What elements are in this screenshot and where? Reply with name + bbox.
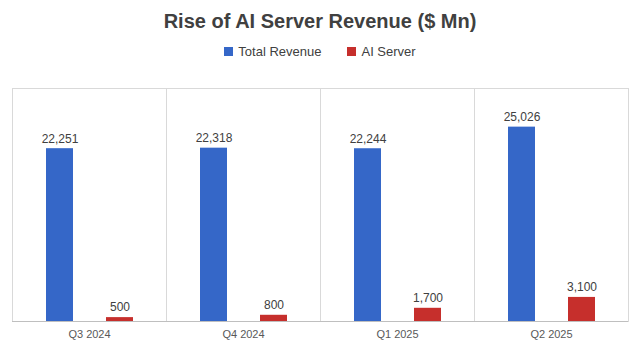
svg-text:22,244: 22,244 xyxy=(350,132,387,146)
svg-text:25,026: 25,026 xyxy=(504,110,541,124)
svg-text:800: 800 xyxy=(264,298,284,312)
svg-text:500: 500 xyxy=(110,300,130,314)
html-text:Rise of AI Server Revenue ($ M: Rise of AI Server Revenue ($ Mn) xyxy=(163,10,477,32)
svg-text:22,318: 22,318 xyxy=(196,131,233,145)
html-text:Total Revenue: Total Revenue xyxy=(238,43,322,59)
svg-text:Q4 2024: Q4 2024 xyxy=(222,328,264,340)
html-text:AI Server: AI Server xyxy=(361,43,416,59)
svg-text:Q1 2025: Q1 2025 xyxy=(376,328,418,340)
svg-text:22,251: 22,251 xyxy=(42,132,79,146)
svg-text:Q3 2024: Q3 2024 xyxy=(68,328,110,340)
svg-text:Q2 2025: Q2 2025 xyxy=(530,328,572,340)
svg-text:1,700: 1,700 xyxy=(413,291,443,305)
svg-text:3,100: 3,100 xyxy=(567,280,597,294)
